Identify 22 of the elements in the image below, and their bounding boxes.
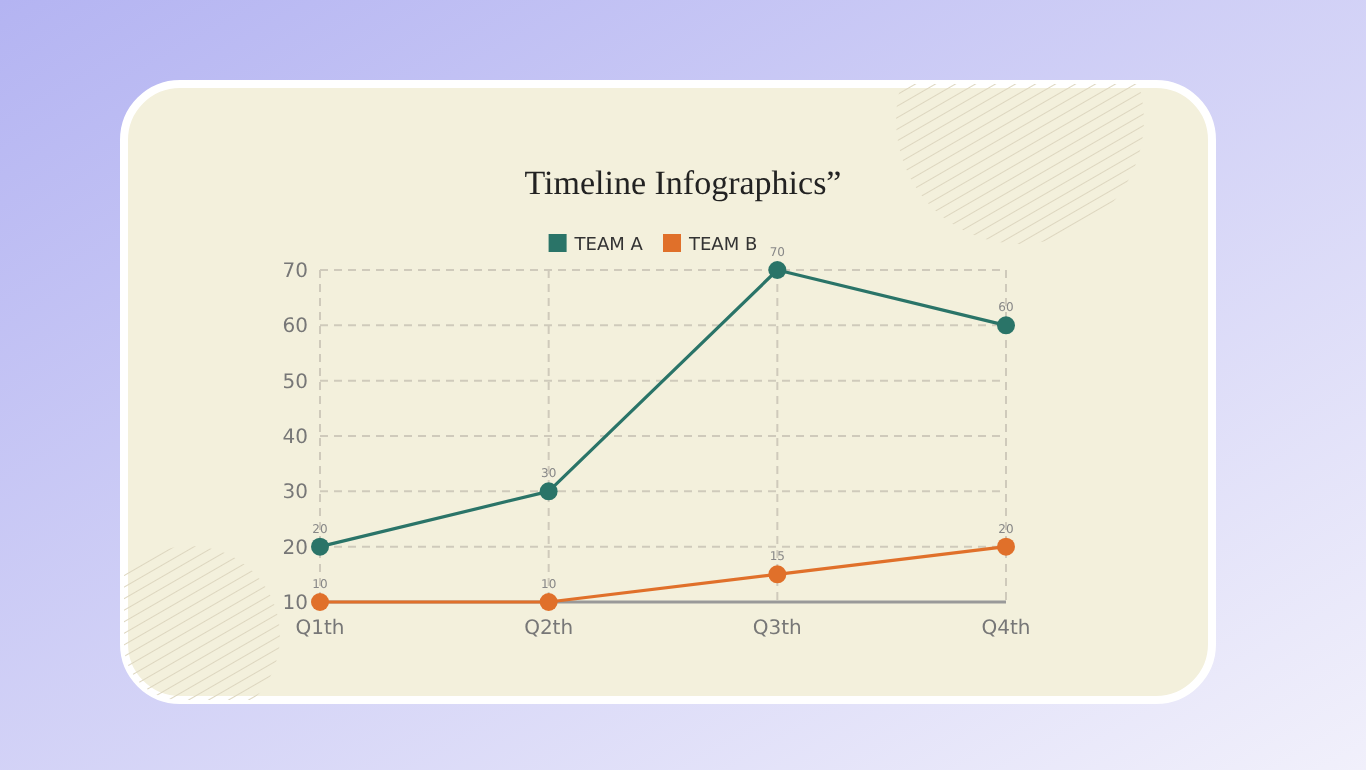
- point: [311, 537, 329, 556]
- x-tick-label: Q1th: [295, 618, 345, 640]
- point: [768, 261, 787, 279]
- y-tick-label: 40: [282, 427, 308, 449]
- y-tick-label: 20: [282, 537, 308, 560]
- x-tick-label: Q4th: [981, 618, 1031, 640]
- point: [311, 593, 329, 611]
- x-tick-label: Q3th: [752, 618, 802, 640]
- legend-label: TEAM B: [687, 236, 758, 256]
- y-tick-label: 70: [282, 261, 308, 283]
- point: [997, 537, 1015, 556]
- x-tick-label: Q2th: [524, 618, 574, 640]
- point: [997, 316, 1015, 335]
- point: [539, 593, 558, 611]
- point: [539, 482, 558, 501]
- chart-title: Timeline Infographics”: [524, 164, 842, 202]
- legend-label: TEAM A: [572, 236, 645, 256]
- y-tick-label: 60: [282, 316, 308, 339]
- y-tick-label: 10: [282, 593, 308, 615]
- y-tick-label: 30: [282, 482, 308, 505]
- y-tick-label: 50: [282, 371, 308, 394]
- point: [768, 565, 787, 584]
